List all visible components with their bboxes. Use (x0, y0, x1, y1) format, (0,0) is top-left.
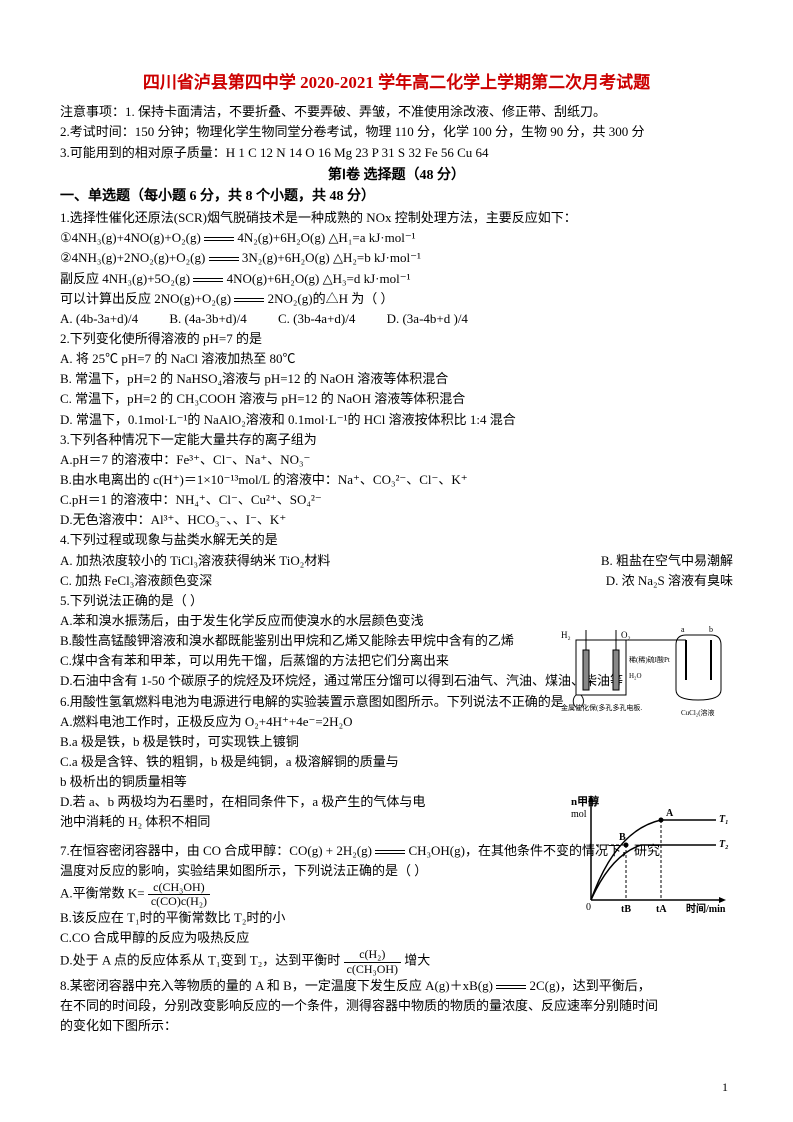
fig7-B: B (619, 832, 626, 843)
equilibrium-arrow-icon (375, 850, 405, 854)
q7-C: C.CO 合成甲醇的反应为吸热反应 (60, 928, 733, 948)
q1-stem: 1.选择性催化还原法(SCR)烟气脱硝技术是一种成熟的 NOx 控制处理方法，主… (60, 208, 733, 228)
q2-D: D. 常温下，0.1mol·L⁻¹的 NaAlO₂溶液和 0.1mol·L⁻¹的… (60, 410, 733, 430)
page-title: 四川省泸县第四中学 2020-2021 学年高二化学上学期第二次月考试题 (60, 70, 733, 96)
q7-fracK: c(CH₃OH) c(CO)c(H₂) (148, 881, 210, 908)
q1-rxn1: ①4NH₃(g)+4NO(g)+O₂(g) 4N₂(g)+6H₂O(g) △H₁… (60, 228, 733, 248)
notice-2: 2.考试时间：150 分钟；物理化学生物同堂分卷考试，物理 110 分，化学 1… (60, 122, 733, 142)
q4-D: D. 浓 Na₂S 溶液有臭味 (606, 571, 733, 591)
fig6-o2: O₂ (621, 630, 631, 640)
q8-l3: 的变化如下图所示： (60, 1016, 733, 1036)
q6-Cb: b 极析出的铜质量相等 (60, 772, 540, 792)
q1-rxn4: 可以计算出反应 2NO(g)+O₂(g) 2NO₂(g)的△H 为（ ） (60, 289, 733, 309)
fig6-note1: 稀(稀)硫I酸Pt (629, 655, 670, 664)
notice-1: 注意事项：1. 保持卡面清洁，不要折叠、不要弄破、弄皱，不准使用涂改液、修正带、… (60, 102, 733, 122)
svg-text:0: 0 (586, 902, 591, 913)
q5-stem: 5.下列说法正确的是（ ） (60, 591, 733, 611)
equilibrium-arrow-icon (496, 985, 526, 989)
q6-Da: D.若 a、b 两极均为石墨时，在相同条件下，a 极产生的气体与电 (60, 792, 540, 812)
q3-B: B.由水电离出的 c(H⁺)＝1×10⁻¹³mol/L 的溶液中：Na⁺、CO₃… (60, 470, 733, 490)
q1-optA: A. (4b-3a+d)/4 (60, 309, 138, 329)
fig7-xlabel: 时间/min (686, 902, 726, 915)
q1-optB: B. (4a-3b+d)/4 (169, 309, 246, 329)
equilibrium-arrow-icon (193, 278, 223, 282)
section-header: 第Ⅰ卷 选择题（48 分） (60, 165, 733, 187)
q8-l1: 8.某密闭容器中充入等物质的量的 A 和 B，一定温度下发生反应 A(g)＋xB… (60, 976, 733, 996)
q4-C: C. 加热 FeCl₃溶液颜色变深 (60, 571, 212, 591)
fig7-tB: tB (621, 904, 631, 915)
equilibrium-arrow-icon (204, 237, 234, 241)
q6-Ca: C.a 极是含锌、铁的粗铜，b 极是纯铜，a 极溶解铜的质量与 (60, 752, 540, 772)
q6-Db: 池中消耗的 H₂ 体积不相同 (60, 812, 540, 832)
fig7-A: A (666, 808, 674, 819)
q4-B: B. 粗盐在空气中易潮解 (601, 551, 733, 571)
svg-text:a: a (681, 625, 685, 634)
fig7-T1: T₁ (719, 814, 729, 825)
q3-C: C.pH＝1 的溶液中：NH₄⁺、Cl⁻、Cu²⁺、SO₄²⁻ (60, 490, 733, 510)
page-number: 1 (722, 1078, 728, 1097)
q6-A: A.燃料电池工作时，正极反应为 O₂+4H⁺+4e⁻=2H₂O (60, 712, 540, 732)
fig7-ylabel: n甲醇 (571, 794, 599, 808)
notice-3: 3.可能用到的相对原子质量：H 1 C 12 N 14 O 16 Mg 23 P… (60, 143, 733, 163)
q1-optC: C. (3b-4a+d)/4 (278, 309, 355, 329)
q3-stem: 3.下列各种情况下一定能大量共存的离子组为 (60, 430, 733, 450)
q1-rxn3: 副反应 4NH₃(g)+5O₂(g) 4NO(g)+6H₂O(g) △H₃=d … (60, 269, 733, 289)
q7-D: D.处于 A 点的反应体系从 T₁变到 T₂，达到平衡时 c(H₂) c(CH₃… (60, 948, 733, 975)
q4-A: A. 加热浓度较小的 TiCl₃溶液获得纳米 TiO₂材料 (60, 551, 330, 571)
fig7-yunit: mol (571, 809, 587, 820)
q8-l2: 在不同的时间段，分别改变影响反应的一个条件，测得容器中物质的物质的量浓度、反应速… (60, 996, 733, 1016)
q2-C: C. 常温下，pH=2 的 CH₃COOH 溶液与 pH=12 的 NaOH 溶… (60, 389, 733, 409)
q4-stem: 4.下列过程或现象与盐类水解无关的是 (60, 530, 733, 550)
q3-A: A.pH＝7 的溶液中：Fe³⁺、Cl⁻、Na⁺、NO₃⁻ (60, 450, 733, 470)
part-header: 一、单选题（每小题 6 分，共 8 个小题，共 48 分） (60, 186, 733, 208)
q6-B: B.a 极是铁，b 极是铁时，可实现铁上镀铜 (60, 732, 540, 752)
fig7-tA: tA (656, 904, 667, 915)
q1-rxn2: ②4NH₃(g)+2NO₂(g)+O₂(g) 3N₂(g)+6H₂O(g) △H… (60, 248, 733, 268)
q2-A: A. 将 25℃ pH=7 的 NaCl 溶液加热至 80℃ (60, 349, 733, 369)
q7-fracD: c(H₂) c(CH₃OH) (344, 948, 402, 975)
fig6-cat: 金属催化保(多孔多孔电板. (561, 703, 642, 712)
equilibrium-arrow-icon (234, 298, 264, 302)
fig7-T2: T₂ (719, 839, 729, 850)
q1-optD: D. (3a-4b+d )/4 (387, 309, 468, 329)
q2-stem: 2.下列变化使所得溶液的 pH=7 的是 (60, 329, 733, 349)
fig6-cucl2: CuCl₂(溶液 (681, 708, 715, 717)
fig6-note2: H₂O (629, 672, 642, 680)
q6-figure: H₂ O₂ 稀(稀)硫I酸Pt H₂O 金属催化保(多孔多孔电板. a b Cu… (561, 620, 731, 730)
q7-figure: A B T₁ T₂ n甲醇 mol 0 tB tA 时间/min (571, 790, 731, 920)
equilibrium-arrow-icon (209, 257, 239, 261)
fig6-h2: H₂ (561, 630, 571, 640)
q2-B: B. 常温下，pH=2 的 NaHSO₄溶液与 pH=12 的 NaOH 溶液等… (60, 369, 733, 389)
q3-D: D.无色溶液中：Al³⁺、HCO₃⁻、、I⁻、K⁺ (60, 510, 733, 530)
svg-text:b: b (709, 625, 713, 634)
q1-options: A. (4b-3a+d)/4 B. (4a-3b+d)/4 C. (3b-4a+… (60, 309, 733, 329)
